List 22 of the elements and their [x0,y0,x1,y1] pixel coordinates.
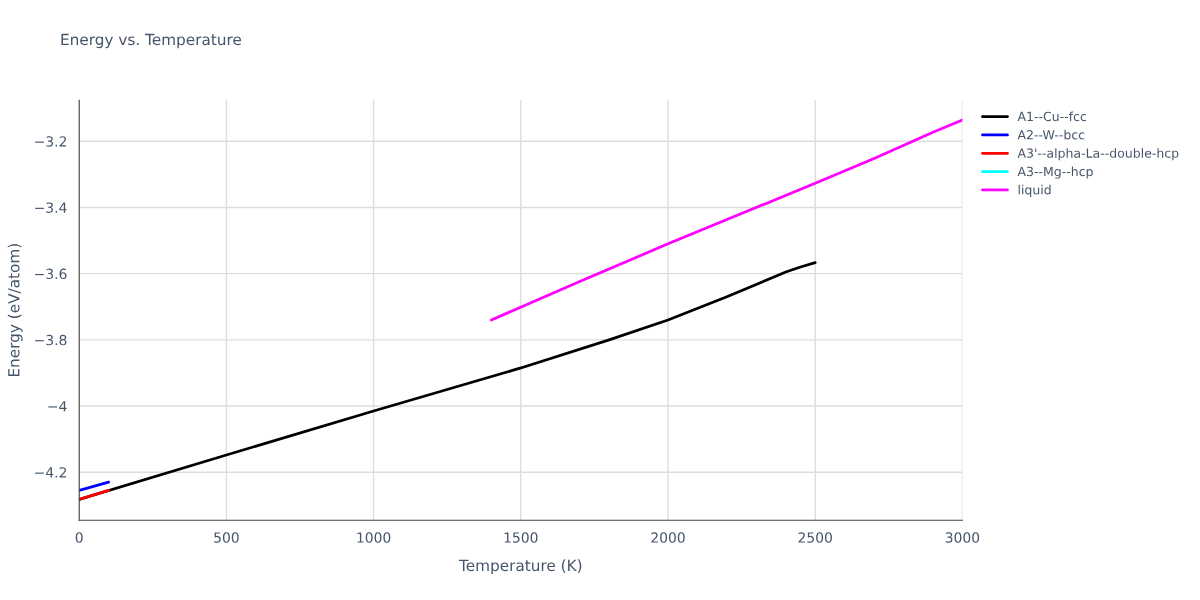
y-tick-label: −3.2 [35,136,66,147]
y-tick-label: −4.2 [35,467,66,478]
y-tick-label: −3.8 [35,334,67,346]
x-tick-label: 2500 [798,532,832,543]
x-tick-label: 3000 [945,532,980,543]
line-series [489,118,963,322]
legend-label: liquid [1018,184,1051,197]
y-tick-label: −3.4 [35,202,67,213]
x-tick-label: 1500 [504,532,538,543]
x-tick-label: 2000 [651,532,685,543]
legend-label: A3--Mg--hcp [1017,166,1093,179]
chart-title: Energy vs. Temperature [61,33,242,49]
x-tick-label: 0 [75,532,83,543]
x-axis-title: Temperature (K) [458,559,582,575]
legend-label: A1--Cu--fcc [1017,111,1087,122]
legend-label: A2--W--bcc [1017,129,1085,140]
x-tick-label: 1000 [357,532,391,543]
legend-label: A3'--alpha-La--double-hcp [1017,148,1179,161]
y-tick-label: −4 [48,401,67,412]
y-axis-title: Energy (eV/atom) [7,244,23,377]
y-tick-label: −3.6 [35,268,67,280]
x-tick-label: 500 [214,532,239,543]
